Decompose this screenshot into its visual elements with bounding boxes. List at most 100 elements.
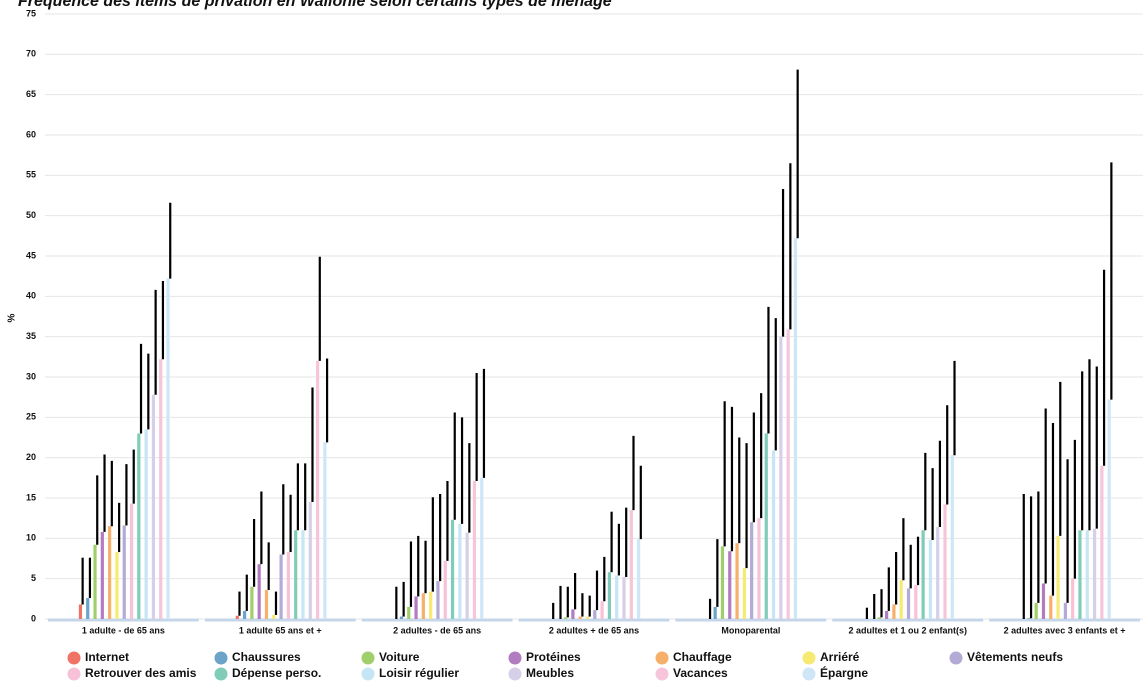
bar [1041,583,1046,619]
bar [786,329,790,619]
bar [564,617,568,619]
bar [144,429,148,619]
bar [615,575,619,619]
legend-label: Loisir régulier [379,666,459,680]
bar [450,519,455,619]
bar [465,532,469,619]
bar [607,572,611,619]
legend-label: Retrouver des amis [85,666,197,680]
bar [629,510,633,619]
bar [480,477,484,619]
bar [315,360,320,619]
bar [1092,528,1097,619]
bar [764,433,768,619]
legend-label: Épargne [820,665,868,680]
bar [735,543,739,619]
bar [414,596,418,619]
legend-marker [508,667,522,681]
bar [407,606,411,619]
bar [914,585,918,619]
bar [78,604,83,619]
bar [301,530,305,619]
legend-label: Arriéré [820,650,860,664]
bar [1056,535,1060,619]
bar [294,530,298,619]
bar [877,617,881,619]
bar [750,522,754,619]
y-tick-label: 0 [31,613,36,623]
bar [637,539,641,619]
bar [793,238,798,619]
bar [250,586,254,619]
bar [921,530,925,619]
bar [458,523,462,619]
bar [443,560,447,619]
bar [1078,530,1082,619]
y-axis-label: % [7,313,18,322]
y-tick-label: 30 [26,371,36,381]
bar [93,544,97,619]
y-tick-label: 40 [26,291,36,301]
bar [429,591,433,619]
bar [1100,465,1104,619]
bar [122,525,126,619]
bar [593,610,597,619]
bar [622,577,626,619]
bar [899,580,903,619]
x-tick-label: 2 adultes + de 65 ans [549,625,639,635]
bar [308,502,312,619]
x-tick-label: 1 adulte 65 ans et + [239,625,322,635]
chart-title: Fréquence des items de privation en Wall… [18,0,612,10]
y-tick-label: 60 [26,129,36,139]
legend-marker [67,667,81,681]
bar [1049,595,1053,619]
bar [600,601,604,619]
bar [100,531,104,619]
legend-marker [67,651,81,665]
bar [928,539,933,619]
bar [713,606,717,619]
bar [264,589,269,619]
x-tick-label: 2 adultes - de 65 ans [393,625,481,635]
bar [950,455,954,619]
legend-marker [655,667,669,681]
bar [757,518,761,619]
legend-marker [361,667,375,681]
bar [728,551,732,619]
y-tick-label: 10 [26,533,36,543]
legend-label: Protéines [526,650,581,664]
bar [779,336,783,619]
bar [399,616,404,619]
bar [742,568,746,619]
bar [286,552,290,619]
bar [1034,602,1038,619]
bar [323,442,327,619]
legend-label: Vêtements neufs [967,650,1063,664]
bar [771,450,776,619]
legend-label: Internet [85,650,129,664]
legend-label: Chaussures [232,650,301,664]
y-tick-label: 5 [31,573,36,583]
legend-marker [214,667,228,681]
y-tick-label: 15 [26,492,36,502]
legend-marker [802,667,816,681]
legend-marker [508,651,522,665]
legend-marker [655,651,669,665]
bar [151,394,156,619]
bar [159,359,163,619]
bar [436,581,440,619]
bar [421,593,425,619]
bar [585,616,590,619]
bar [571,609,575,619]
bar [578,616,582,619]
bar [885,610,889,619]
x-tick-label: 1 adulte - de 65 ans [82,625,165,635]
bar [108,526,112,619]
legend-label: Dépense perso. [232,666,321,680]
bar [1027,618,1031,619]
y-tick-label: 25 [26,412,36,422]
y-tick-label: 65 [26,89,36,99]
bar [235,615,239,619]
bar [1107,399,1111,619]
